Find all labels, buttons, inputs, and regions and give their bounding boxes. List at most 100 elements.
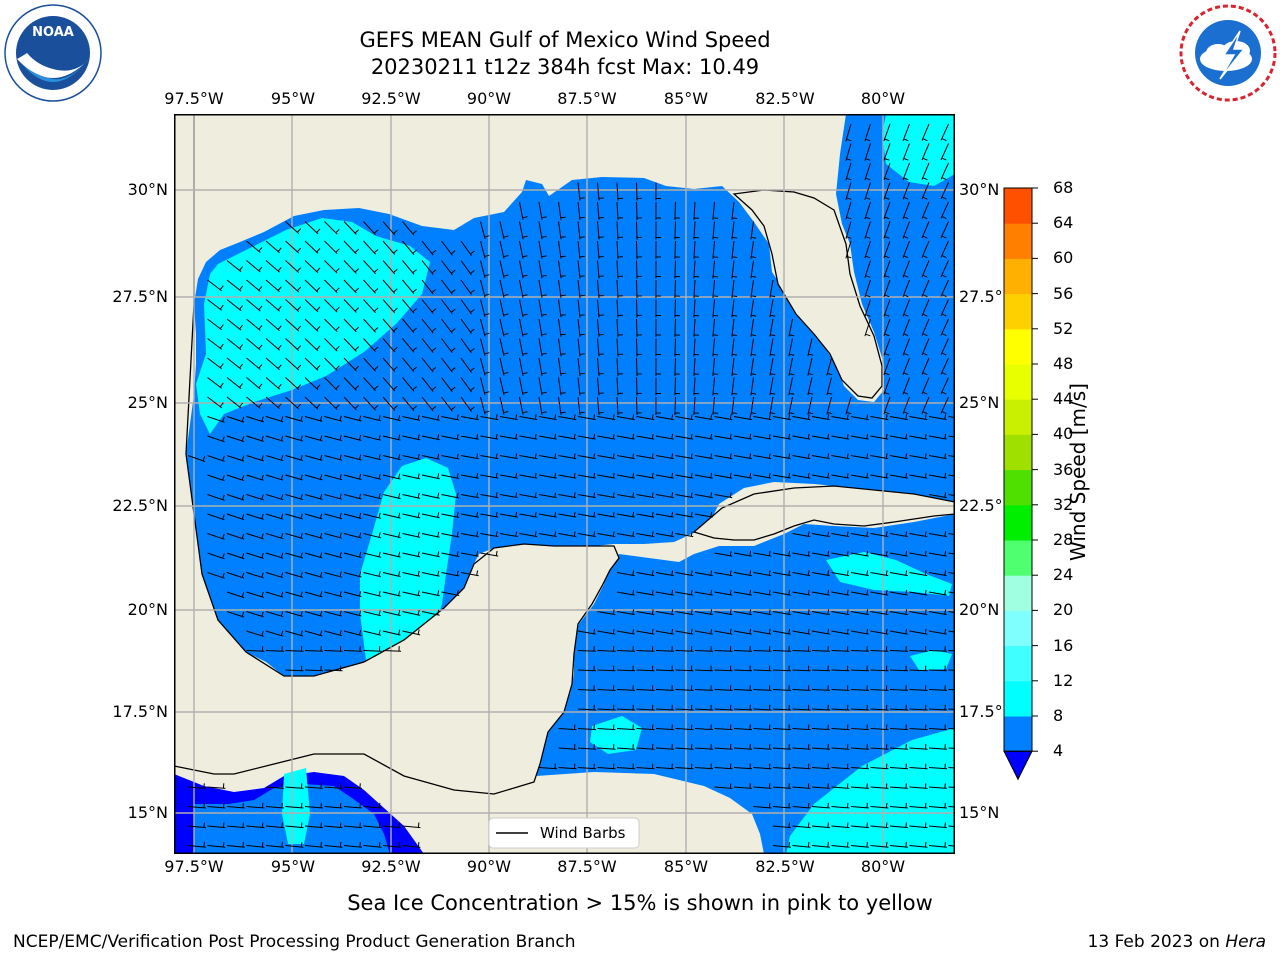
wind-barb [246,455,264,462]
wind-barb-flag [222,416,225,422]
wind-barb [811,825,830,829]
wind-barb [382,318,396,333]
wind-barb [207,845,226,848]
wind-barb [402,611,421,616]
wind-barb [940,182,949,200]
wind-barb [558,474,577,479]
wind-barb [655,435,674,440]
wind-barb [772,591,791,596]
wind-barb [909,591,928,596]
wind-barb-flag [941,372,947,376]
wind-barb [616,474,635,479]
wind-barb [382,845,401,848]
wind-barb-flag [573,472,576,478]
wind-barb-flag [484,274,490,277]
wind-barb [772,786,791,789]
wind-barb [792,533,811,538]
wind-barb-flag [393,268,398,273]
wind-barb-flag [503,333,509,336]
wind-barb [909,416,928,421]
wind-barb [187,455,206,462]
wind-barb-flag [241,494,245,500]
wind-barb [889,669,909,672]
wind-barb [246,260,261,273]
wind-barb [636,474,655,479]
wind-barb-flag [729,433,732,439]
wind-barb [902,260,910,278]
wind-barb [616,260,619,279]
wind-barb-flag [261,572,264,578]
wind-barb-flag [884,392,890,395]
wind-barb-flag [944,842,946,848]
colorbar-tick-label: 16 [1053,635,1074,655]
wind-barb [940,299,949,317]
wind-barb [864,162,871,181]
wind-barb [538,318,543,337]
wind-barb [845,182,852,200]
wind-barb [792,786,811,789]
wind-barb [714,650,733,652]
colorbar-tick-label: 68 [1053,178,1074,197]
wind-barb [246,630,264,637]
wind-barb [948,728,955,730]
wind-barb-flag [541,235,547,238]
wind-barb-flag [865,236,871,239]
wind-barb [597,455,616,460]
wind-barb [324,786,343,789]
wind-barb-flag [354,287,360,292]
wind-barb-flag [277,247,282,252]
wind-barb-flag [300,416,303,422]
wind-barb [402,240,415,256]
wind-barb-flag [941,177,947,181]
wind-barb-flag [710,628,713,634]
wind-barb [636,396,638,416]
wind-barb-flag [320,802,322,808]
wind-barb [792,825,811,829]
wind-barb [731,377,735,396]
wind-barb-flag [281,822,283,828]
wind-barb [616,396,619,416]
wind-barb-flag [632,492,635,498]
wind-barb-flag [941,196,947,200]
wind-barb [616,455,635,460]
wind-barb-flag [277,383,282,389]
wind-barb [324,318,338,333]
wind-barb-flag [495,550,498,556]
wind-barb [460,552,479,557]
lat-tick-right-0: 30°N [959,180,1000,199]
wind-barb [421,279,434,295]
wind-barb [441,591,460,596]
wind-barb [324,260,338,274]
wind-barb [499,338,505,357]
wind-barb [265,338,280,351]
wind-barb-flag [261,552,264,558]
wind-barb [226,357,242,370]
wind-barb [402,377,415,392]
wind-barb [343,396,357,411]
wind-barb-flag [579,294,585,297]
wind-barb-flag [924,802,927,808]
wind-barb [731,357,735,376]
wind-barb-flag [768,472,771,478]
wind-barb [636,201,638,221]
wind-barb [246,572,264,579]
lat-tick-left-1: 27.5°N [112,287,168,306]
wind-barb [460,474,479,479]
wind-barb [870,806,889,809]
wind-barb [285,845,304,848]
wind-barb [441,377,453,393]
wind-barb [864,318,871,337]
wind-barb-flag [541,333,547,336]
wind-barb [889,708,909,711]
wind-barb [246,416,264,423]
wind-barb-flag [378,415,381,421]
wind-barb-flag [316,228,321,233]
wind-barb [753,572,772,577]
wind-barb [285,260,300,273]
wind-barb [714,767,733,770]
wind-barb [772,474,791,479]
wind-barb-flag [359,551,362,558]
map-panel: Wind Barbs [174,114,955,854]
wind-barb-flag [846,550,849,556]
wind-barb-flag [579,333,585,336]
